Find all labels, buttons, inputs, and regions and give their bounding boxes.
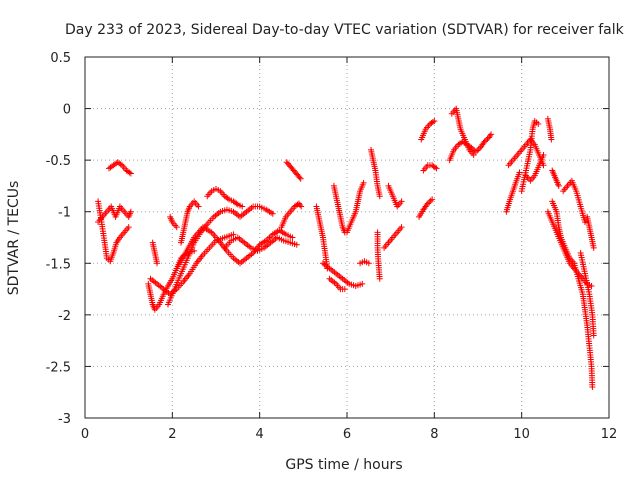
data-point [424, 200, 431, 207]
data-point [488, 131, 495, 138]
data-point [398, 198, 405, 205]
y-tick-label: -1.5 [46, 257, 71, 272]
data-point [535, 121, 542, 128]
data-point [297, 175, 304, 182]
data-point [548, 136, 555, 143]
data-point [581, 219, 588, 226]
data-point [360, 179, 367, 186]
data-point [540, 151, 547, 158]
data-point [296, 174, 303, 181]
data-point [293, 241, 300, 248]
x-tick-label: 2 [168, 427, 176, 442]
data-point [433, 165, 440, 172]
y-axis-label: SDTVAR / TECUs [6, 181, 22, 296]
x-tick-label: 12 [601, 427, 618, 442]
data-point [117, 161, 124, 168]
data-point [126, 169, 133, 176]
x-tick-label: 10 [513, 427, 530, 442]
chart-title: Day 233 of 2023, Sidereal Day-to-day VTE… [65, 22, 625, 38]
data-point [474, 147, 481, 154]
data-point [483, 137, 490, 144]
data-point [359, 280, 366, 287]
data-point [154, 260, 161, 267]
data-point [516, 169, 523, 176]
y-tick-label: -1 [58, 206, 71, 221]
data-points [95, 105, 597, 391]
data-point [239, 203, 246, 210]
y-tick-label: -0.5 [46, 154, 71, 169]
data-point [376, 193, 383, 200]
data-point [127, 208, 134, 215]
x-tick-label: 8 [430, 427, 438, 442]
data-point [589, 384, 596, 391]
data-point [590, 244, 597, 251]
data-point [432, 164, 439, 171]
x-axis-label: GPS time / hours [285, 457, 402, 473]
data-point [269, 210, 276, 217]
data-point [588, 282, 595, 289]
data-point [233, 200, 240, 207]
data-point [472, 148, 479, 155]
y-tick-label: -2 [58, 309, 71, 324]
data-point [127, 170, 134, 177]
data-point [484, 135, 491, 142]
x-tick-label: 6 [343, 427, 351, 442]
y-tick-label: -3 [58, 412, 71, 427]
data-point [230, 231, 237, 238]
data-point [224, 195, 231, 202]
data-point [481, 138, 488, 145]
data-point [555, 182, 562, 189]
y-tick-label: 0.5 [50, 51, 71, 66]
x-tick-label: 0 [81, 427, 89, 442]
grid-lines [85, 57, 609, 418]
data-point [429, 118, 436, 125]
data-point [469, 146, 476, 153]
y-tick-label: 0 [63, 103, 71, 118]
data-point [298, 203, 305, 210]
data-point [468, 144, 475, 151]
x-axis: 0 2 4 6 8 10 12 [81, 57, 617, 442]
data-point [173, 224, 180, 231]
y-tick-label: -2.5 [46, 360, 71, 375]
y-axis: 0.5 0 -0.5 -1 -1.5 -2 -2.5 -3 [46, 51, 609, 427]
data-point [427, 197, 434, 204]
data-point [429, 196, 436, 203]
data-point [195, 203, 202, 210]
x-tick-label: 4 [256, 427, 264, 442]
data-point [341, 286, 348, 293]
data-point [289, 234, 296, 241]
data-point [426, 199, 433, 206]
data-point [376, 275, 383, 282]
data-point [365, 260, 372, 267]
data-point [475, 146, 482, 153]
data-point [431, 117, 438, 124]
data-point [470, 151, 477, 158]
data-point [398, 224, 405, 231]
data-point [125, 224, 132, 231]
data-point [294, 201, 301, 208]
data-point [590, 332, 597, 339]
